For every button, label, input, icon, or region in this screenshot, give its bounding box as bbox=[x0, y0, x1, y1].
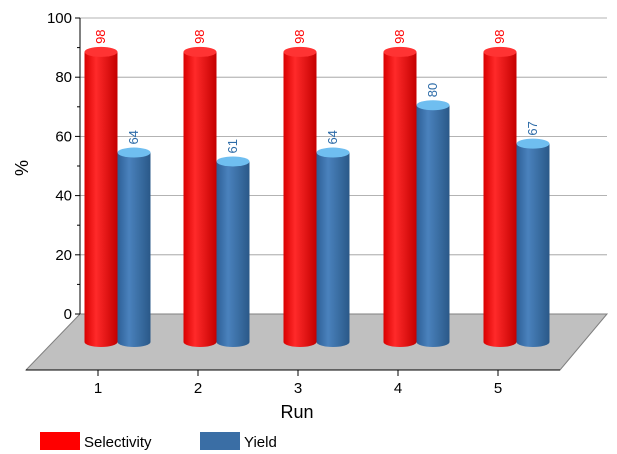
legend-swatch bbox=[40, 432, 80, 450]
bar-cap bbox=[117, 147, 151, 158]
y-tick-label: 100 bbox=[47, 10, 72, 27]
y-tick-label: 40 bbox=[55, 188, 72, 205]
data-label: 98 bbox=[392, 29, 407, 43]
x-tick-label: 5 bbox=[494, 380, 502, 397]
bar-yield-run-2 bbox=[216, 156, 250, 347]
bar-yield-run-3 bbox=[316, 147, 350, 347]
bar-yield-run-5 bbox=[516, 138, 550, 347]
bar-body bbox=[316, 152, 350, 347]
bar-body bbox=[483, 51, 517, 348]
bar-cap bbox=[283, 46, 317, 57]
data-label: 64 bbox=[126, 130, 141, 144]
bar-cap bbox=[84, 46, 118, 57]
bar-body bbox=[183, 51, 217, 348]
legend-item-selectivity: Selectivity bbox=[40, 432, 152, 451]
bar-selectivity-run-4 bbox=[383, 46, 417, 348]
data-label: 98 bbox=[292, 29, 307, 43]
legend-label: Selectivity bbox=[84, 434, 152, 451]
x-axis-title: Run bbox=[280, 402, 313, 422]
legend-label: Yield bbox=[244, 434, 277, 451]
bar-cap bbox=[316, 147, 350, 158]
bar-cap bbox=[516, 138, 550, 149]
data-label: 67 bbox=[525, 121, 540, 135]
bar-cap bbox=[416, 100, 450, 111]
bar-cap bbox=[183, 46, 217, 57]
bar-body bbox=[117, 152, 151, 347]
bar-cap bbox=[483, 46, 517, 57]
x-tick-label: 3 bbox=[294, 380, 302, 397]
y-tick-label: 60 bbox=[55, 128, 72, 145]
bar-selectivity-run-5 bbox=[483, 46, 517, 348]
y-axis-title: % bbox=[12, 160, 32, 176]
bar-yield-run-1 bbox=[117, 147, 151, 347]
legend-item-yield: Yield bbox=[200, 432, 277, 451]
bars-layer bbox=[84, 46, 550, 348]
data-label: 98 bbox=[492, 29, 507, 43]
bar-cap bbox=[383, 46, 417, 57]
bar-selectivity-run-2 bbox=[183, 46, 217, 348]
data-label: 61 bbox=[225, 139, 240, 153]
data-label: 98 bbox=[192, 29, 207, 43]
legend-swatch bbox=[200, 432, 240, 450]
bar-body bbox=[416, 105, 450, 347]
labels-layer: 98 64 98 61 98 64 98 80 98 67 bbox=[93, 29, 540, 153]
x-tick-label: 2 bbox=[194, 380, 202, 397]
bar-body bbox=[84, 51, 118, 348]
y-tick-label: 20 bbox=[55, 247, 72, 264]
y-tick-label: 80 bbox=[55, 69, 72, 86]
bar-cap bbox=[216, 156, 250, 167]
data-label: 98 bbox=[93, 29, 108, 43]
legend: Selectivity Yield bbox=[40, 432, 277, 451]
data-label: 80 bbox=[425, 83, 440, 97]
axis-layer: 0 20 40 60 80 100% Run 1 2 3 4 5 bbox=[12, 10, 560, 422]
bar-selectivity-run-1 bbox=[84, 46, 118, 348]
y-tick-label: 0 bbox=[64, 306, 72, 323]
bar-body bbox=[283, 51, 317, 348]
bar-body bbox=[516, 143, 550, 347]
bar-yield-run-4 bbox=[416, 100, 450, 347]
data-label: 64 bbox=[325, 130, 340, 144]
bar-body bbox=[383, 51, 417, 348]
bar-body bbox=[216, 161, 250, 347]
bar-selectivity-run-3 bbox=[283, 46, 317, 348]
x-tick-label: 4 bbox=[394, 380, 402, 397]
x-tick-label: 1 bbox=[94, 380, 102, 397]
